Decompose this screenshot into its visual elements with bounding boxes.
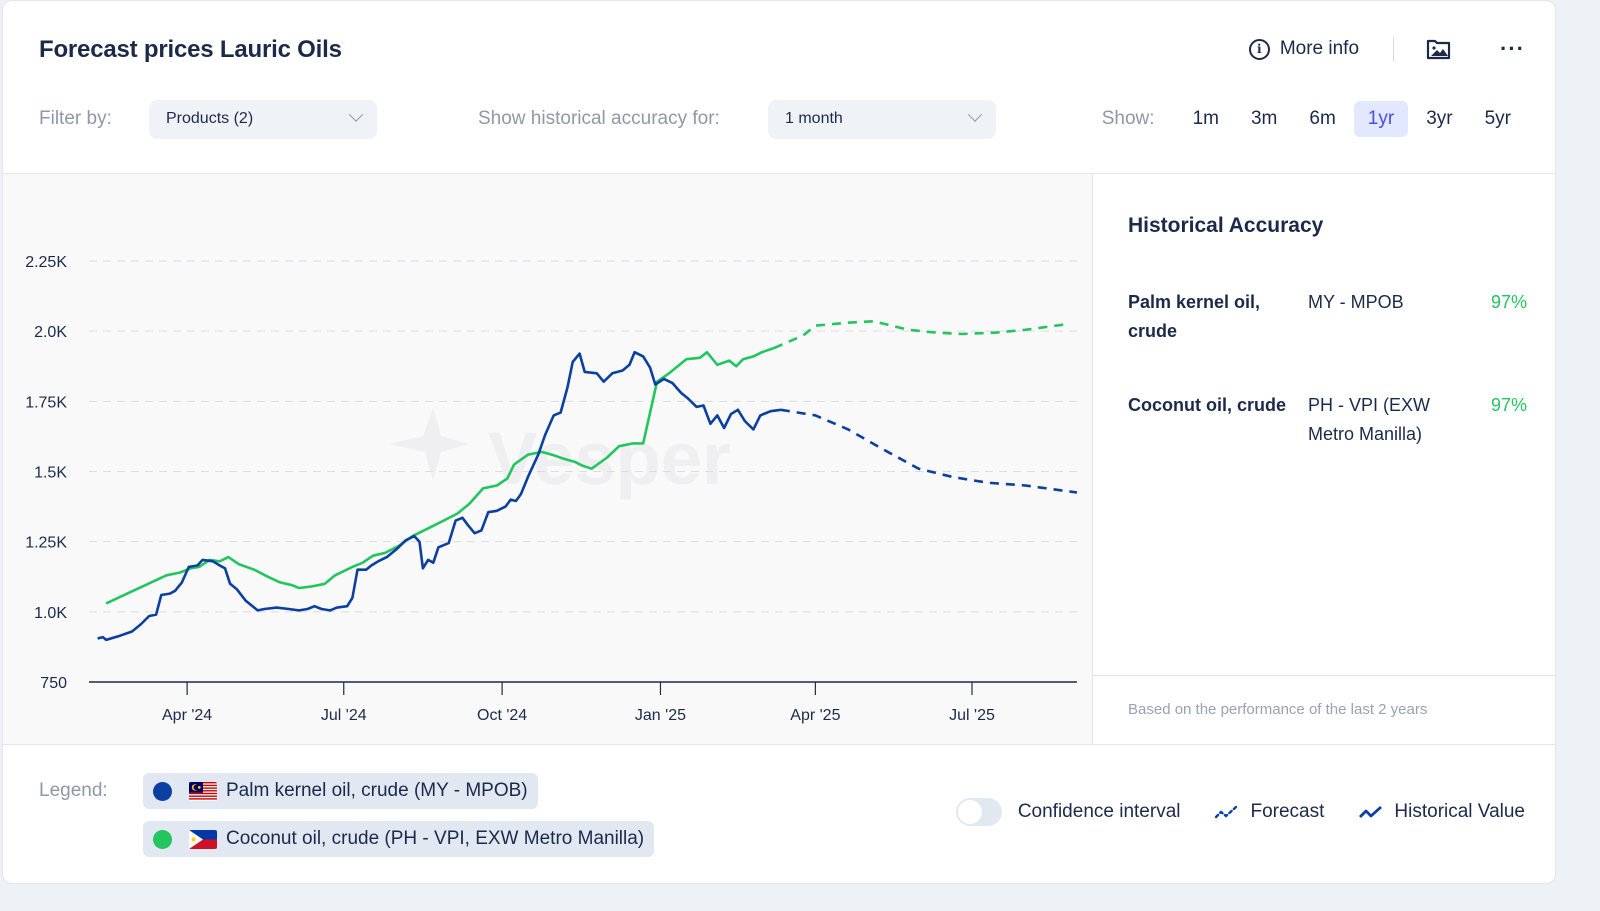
- products-select-value: Products (2): [166, 110, 254, 127]
- header-actions: i More info ···: [1248, 35, 1525, 63]
- y-tick-label: 1.25K: [25, 535, 67, 552]
- accuracy-row: Coconut oil, crude PH - VPI (EXW Metro M…: [1128, 391, 1527, 449]
- divider: [1393, 37, 1395, 61]
- image-folder-icon[interactable]: [1426, 36, 1452, 62]
- filter-by-label: Filter by:: [39, 108, 112, 129]
- x-tick-label: Oct '24: [477, 707, 527, 724]
- forecast-label: Forecast: [1250, 801, 1325, 822]
- more-info-button[interactable]: i More info: [1248, 38, 1360, 60]
- price-chart[interactable]: Vesper 750 1.0K 1.25K 1.5K 1.75K 2.0K 2.25K Ap…: [3, 174, 1092, 746]
- accuracy-period-select[interactable]: 1 month: [768, 99, 996, 139]
- forecast-legend-item[interactable]: Forecast: [1214, 801, 1324, 823]
- accuracy-source: PH - VPI (EXW Metro Manilla): [1308, 395, 1431, 444]
- palm-kernel-oil-forecast-line: [780, 408, 1078, 494]
- y-tick-label: 1.5K: [34, 465, 67, 482]
- accuracy-percent: 97%: [1490, 395, 1527, 415]
- chart-area: Vesper 750 1.0K 1.25K 1.5K 1.75K 2.0K 2.25K Ap…: [3, 173, 1092, 745]
- range-3yr[interactable]: 3yr: [1426, 108, 1453, 129]
- accuracy-source: MY - MPOB: [1308, 292, 1404, 312]
- grid: [89, 260, 1077, 613]
- watermark-text: Vesper: [488, 417, 731, 500]
- historical-label: Historical Value: [1394, 801, 1525, 822]
- range-1m[interactable]: 1m: [1192, 108, 1219, 129]
- accuracy-footnote: Based on the performance of the last 2 y…: [1093, 675, 1555, 744]
- forecast-line-icon: [1215, 805, 1238, 819]
- more-info-label: More info: [1279, 38, 1360, 59]
- palm-kernel-oil-historical-line: [97, 350, 782, 642]
- range-selector: Show: 1m 3m 6m 1yr 3yr 5yr: [1102, 101, 1525, 137]
- x-tick-label: Apr '25: [790, 707, 840, 724]
- chart-display-options: Confidence interval Forecast Historical …: [955, 798, 1525, 826]
- y-tick-label: 750: [40, 675, 67, 692]
- ellipsis-icon[interactable]: ···: [1500, 36, 1525, 61]
- accuracy-product: Coconut oil, crude: [1128, 395, 1287, 415]
- series-group: [97, 319, 1078, 642]
- series-color-dot: [153, 829, 172, 849]
- chevron-down-icon: [348, 107, 364, 122]
- historical-line-icon: [1359, 805, 1383, 818]
- show-label: Show:: [1101, 108, 1155, 129]
- forecast-card: Forecast prices Lauric Oils i More info …: [2, 0, 1556, 884]
- vesper-watermark: Vesper: [389, 408, 731, 500]
- accuracy-percent: 97%: [1490, 292, 1527, 312]
- historical-accuracy-label: Show historical accuracy for:: [478, 108, 720, 129]
- accuracy-product: Palm kernel oil, crude: [1128, 292, 1261, 341]
- range-3m[interactable]: 3m: [1250, 108, 1278, 129]
- y-tick-label: 1.75K: [25, 394, 67, 411]
- confidence-interval-toggle[interactable]: [955, 798, 1002, 826]
- x-tick-label: Jul '24: [321, 707, 367, 724]
- range-5yr[interactable]: 5yr: [1484, 108, 1511, 129]
- page-title: Forecast prices Lauric Oils: [39, 36, 342, 63]
- range-1yr[interactable]: 1yr: [1353, 101, 1409, 137]
- historical-accuracy-title: Historical Accuracy: [1128, 214, 1324, 237]
- coconut-oil-historical-line: [105, 346, 775, 605]
- malaysia-flag-icon: [189, 781, 217, 801]
- historical-legend-item[interactable]: Historical Value: [1358, 801, 1525, 823]
- range-6m[interactable]: 6m: [1309, 108, 1336, 129]
- y-tick-label: 2.25K: [25, 254, 67, 271]
- x-tick-label: Jul '25: [949, 707, 995, 724]
- info-circle-icon: i: [1248, 38, 1270, 60]
- y-tick-label: 1.0K: [34, 605, 67, 622]
- toggle-knob: [957, 800, 982, 824]
- chevron-down-icon: [967, 107, 983, 122]
- series-color-dot: [153, 781, 172, 801]
- legend-label: Legend:: [39, 780, 108, 801]
- products-select[interactable]: Products (2): [149, 99, 377, 139]
- legend-series-name: Palm kernel oil, crude (MY - MPOB): [226, 780, 528, 801]
- filter-row: Filter by: Products (2) Show historical …: [39, 99, 1525, 139]
- historical-accuracy-panel: Historical Accuracy Palm kernel oil, cru…: [1092, 173, 1555, 745]
- confidence-interval-label: Confidence interval: [1017, 801, 1181, 822]
- x-axis: Apr '24 Jul '24 Oct '24 Jan '25 Apr '25 Jul '…: [89, 681, 1077, 724]
- legend-chip-coconut-oil[interactable]: Coconut oil, crude (PH - VPI, EXW Metro …: [143, 821, 655, 857]
- x-tick-label: Apr '24: [162, 707, 212, 724]
- legend: Legend: Palm kernel oil, crude (MY - MPO…: [3, 746, 1555, 883]
- legend-chip-palm-kernel-oil[interactable]: Palm kernel oil, crude (MY - MPOB): [143, 773, 538, 809]
- coconut-oil-forecast-line: [773, 319, 1067, 350]
- y-tick-label: 2.0K: [34, 324, 67, 341]
- accuracy-period-value: 1 month: [785, 110, 843, 127]
- y-axis: 750 1.0K 1.25K 1.5K 1.75K 2.0K 2.25K: [25, 254, 67, 692]
- legend-series-name: Coconut oil, crude (PH - VPI, EXW Metro …: [226, 828, 645, 849]
- philippines-flag-icon: [189, 829, 217, 849]
- x-tick-label: Jan '25: [635, 707, 686, 724]
- accuracy-row: Palm kernel oil, crude MY - MPOB 97%: [1128, 288, 1527, 346]
